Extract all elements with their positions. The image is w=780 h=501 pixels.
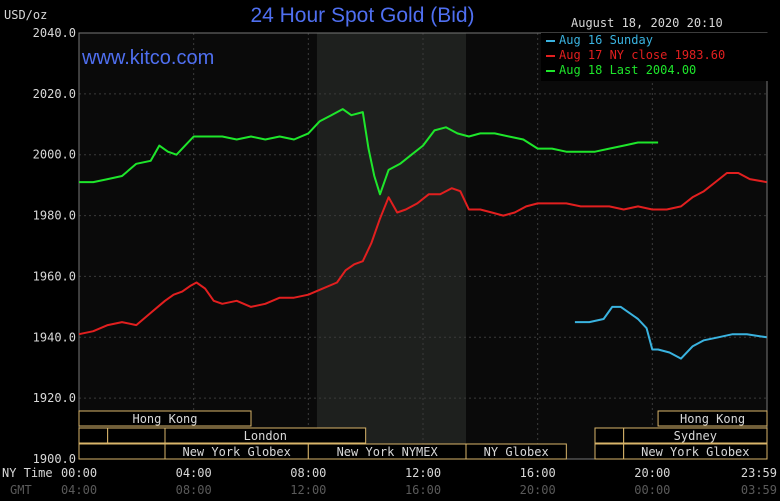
y-tick-label: 1920.0 [33, 391, 76, 405]
market-session [78, 443, 166, 460]
legend-item: Aug 18 Last 2004.00 [541, 63, 771, 78]
legend-swatch [546, 39, 555, 42]
gmt-label: GMT [10, 483, 32, 497]
session-box [623, 427, 768, 444]
session-label: London [244, 429, 287, 443]
x-tick-label: 00:00 [61, 466, 97, 480]
session-box [78, 410, 252, 427]
y-tick-label: 1940.0 [33, 330, 76, 344]
legend-swatch [546, 54, 555, 57]
market-session: Hong Kong [78, 410, 252, 427]
series-line [79, 108, 659, 196]
x-tick-label-gmt: 00:00 [634, 483, 670, 497]
x-tick-label-gmt: 20:00 [520, 483, 556, 497]
x-tick-label: 16:00 [520, 466, 556, 480]
session-box [657, 410, 768, 427]
session-box [107, 427, 166, 444]
session-label: Sydney [674, 429, 717, 443]
legend-item: Aug 16 Sunday [541, 33, 771, 48]
y-tick-label: 1900.0 [33, 452, 76, 466]
legend-swatch [546, 69, 555, 72]
x-tick-label-gmt: 12:00 [290, 483, 326, 497]
x-tick-label-gmt: 16:00 [405, 483, 441, 497]
market-session [594, 427, 625, 444]
session-box [78, 427, 109, 444]
unit-label: USD/oz [4, 8, 48, 22]
y-tick-label: 2020.0 [33, 87, 76, 101]
session-label: NY Globex [484, 445, 549, 459]
market-session: New York Globex [164, 443, 309, 460]
legend-item: Aug 17 NY close 1983.60 [541, 48, 771, 63]
session-box [623, 443, 768, 460]
session-box [594, 427, 625, 444]
y-tick-label: 1980.0 [33, 209, 76, 223]
chart-title: 24 Hour Spot Gold (Bid) [250, 4, 475, 27]
market-session [107, 427, 166, 444]
x-tick-label: 04:00 [176, 466, 212, 480]
market-session: Sydney [623, 427, 768, 444]
session-label: New York Globex [641, 445, 749, 459]
legend: Aug 16 Sunday Aug 17 NY close 1983.60 Au… [541, 33, 771, 81]
y-tick-label: 2040.0 [33, 26, 76, 40]
market-session: London [164, 427, 367, 444]
session-label: Hong Kong [132, 412, 197, 426]
website-link[interactable]: www.kitco.com [82, 47, 215, 69]
y-tick-label: 2000.0 [33, 148, 76, 162]
session-label: New York NYMEX [337, 445, 439, 459]
x-tick-label-gmt: 08:00 [176, 483, 212, 497]
session-box [465, 443, 567, 460]
session-box [164, 427, 367, 444]
market-session: NY Globex [465, 443, 567, 460]
x-tick-label: 20:00 [634, 466, 670, 480]
market-session [594, 443, 625, 460]
x-tick-label: 12:00 [405, 466, 441, 480]
x-tick-label-gmt: 03:59 [741, 483, 777, 497]
timestamp: August 18, 2020 20:10 [571, 16, 723, 30]
legend-text: Aug 16 Sunday [559, 33, 653, 47]
series-line [78, 172, 767, 336]
series-line [574, 305, 767, 360]
session-label: New York Globex [182, 445, 290, 459]
market-session: New York NYMEX [307, 443, 467, 460]
x-tick-label: 23:59 [741, 466, 777, 480]
y-tick-label: 1960.0 [33, 269, 76, 283]
session-box [78, 443, 166, 460]
market-session: Hong Kong [657, 410, 768, 427]
ny-time-label: NY Time [2, 466, 53, 480]
legend-text: Aug 17 NY close 1983.60 [559, 48, 726, 62]
x-tick-label: 08:00 [290, 466, 326, 480]
market-session [78, 427, 109, 444]
session-label: Hong Kong [680, 412, 745, 426]
market-session: New York Globex [623, 443, 768, 460]
legend-text: Aug 18 Last 2004.00 [559, 63, 697, 77]
session-box [594, 443, 625, 460]
x-tick-label-gmt: 04:00 [61, 483, 97, 497]
nymex-highlight [316, 33, 466, 459]
